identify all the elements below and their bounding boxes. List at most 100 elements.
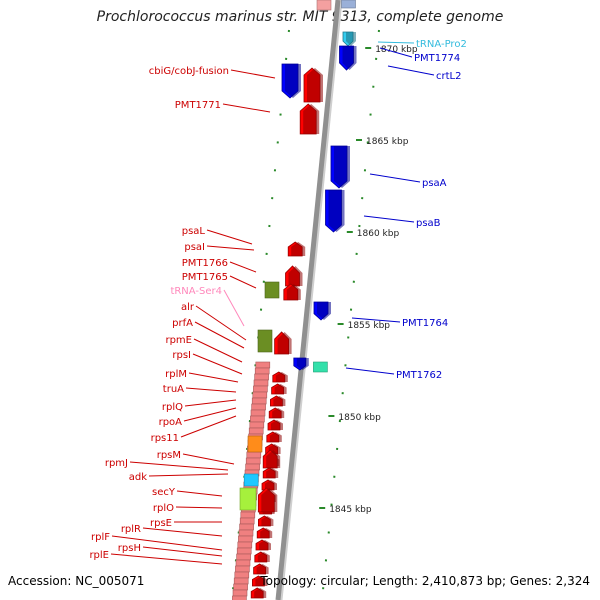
gene-pmt1766-shade <box>288 266 303 286</box>
gene-ribosomal-arrow-shade <box>261 516 274 526</box>
gene-ribosomal-arrow-shade <box>271 420 283 430</box>
gene-secy-lime <box>239 487 257 511</box>
right-label-leader <box>369 173 421 183</box>
gene-ribosomal-arrow-shade <box>275 372 288 382</box>
scale-tick-label: 1845 kbp <box>329 505 372 515</box>
gene-trna-pro2-shade <box>346 32 356 46</box>
left-label-leader <box>194 321 245 349</box>
gene-olive-1 <box>264 281 280 299</box>
left-label-leader <box>142 527 223 537</box>
gene-ribosomal-segment <box>251 403 266 411</box>
left-gene-label: rpsE <box>150 518 172 529</box>
gene-secy-arrow-shade <box>261 488 278 512</box>
map-title: Prochlorococcus marinus str. MIT 9313, c… <box>96 9 504 25</box>
left-gene-label: rpmJ <box>105 458 128 469</box>
gene-pmt1774-shade <box>342 46 357 70</box>
left-gene-label: rpsM <box>157 450 181 461</box>
gene-ribosomal-segment <box>250 415 265 423</box>
left-label-leader <box>110 553 223 565</box>
gene-adk-sky <box>243 473 259 487</box>
right-label-leader <box>379 47 413 58</box>
accession-text: Accession: NC_005071 <box>8 574 145 588</box>
genome-summary-text: Topology: circular; Length: 2,410,873 bp… <box>260 574 590 588</box>
reverse-guide-dashes <box>321 29 380 600</box>
left-label-leader <box>230 69 276 79</box>
left-label-leader <box>180 415 237 438</box>
left-gene-label: PMT1765 <box>182 272 228 283</box>
gene-ribosomal-segment <box>251 397 267 405</box>
right-gene-label: psaA <box>422 178 447 189</box>
gene-ribosomal-arrow-shade <box>256 564 269 574</box>
gene-rpmj-arrow-shade <box>266 450 281 468</box>
left-gene-label: rps11 <box>151 433 179 444</box>
gene-ribosomal-segment <box>255 361 271 369</box>
gene-psal-shade <box>291 242 306 256</box>
gene-pmt1763-shade <box>296 358 309 370</box>
left-gene-label: rplE <box>89 550 109 561</box>
scale-tick-label: 1865 kbp <box>366 137 409 147</box>
left-label-leader <box>148 473 229 477</box>
left-label-leader <box>182 453 235 465</box>
left-label-leader <box>195 305 247 341</box>
gene-ribosomal-segment <box>240 511 256 519</box>
right-gene-label: crtL2 <box>436 71 461 82</box>
left-gene-label: secY <box>152 487 176 498</box>
scale-tick-label: 1860 kbp <box>357 229 400 239</box>
gene-top-forward <box>316 0 332 11</box>
left-label-leader <box>193 338 243 363</box>
left-label-leader <box>184 399 237 407</box>
gene-ribosomal-segment <box>245 457 261 465</box>
left-gene-label: tRNA-Ser4 <box>170 286 222 297</box>
left-label-leader <box>222 103 271 113</box>
left-gene-label: rplF <box>91 532 110 543</box>
left-label-leader <box>188 372 239 383</box>
gene-top-reverse <box>341 0 356 9</box>
gene-ribosomal-segment <box>250 409 266 417</box>
gene-pmt1765-shade <box>286 284 301 300</box>
gene-rpsm-orange <box>247 435 263 453</box>
gene-ribosomal-segment <box>253 379 269 387</box>
left-gene-label: psaL <box>182 226 206 237</box>
scale-tick-label: 1855 kbp <box>348 321 391 331</box>
right-gene-label: PMT1762 <box>396 370 442 381</box>
gene-ribosomal-segment <box>254 373 269 381</box>
left-label-leader <box>129 461 229 471</box>
gene-ribosomal-segment <box>253 385 268 393</box>
gene-ribosomal-arrow-shade <box>259 540 271 550</box>
gene-ribosomal-segment <box>234 571 250 579</box>
left-gene-label: cbiG/cobJ-fusion <box>149 66 229 77</box>
gene-ribosomal-arrow-shade <box>260 528 273 538</box>
gene-ribosomal-segment <box>237 541 253 549</box>
gene-ribosomal-arrow-shade <box>272 408 285 418</box>
left-gene-label: rpsI <box>172 350 191 361</box>
gene-alr-shade <box>277 332 292 354</box>
gene-ribosomal-segment <box>245 463 260 471</box>
gene-ribosomal-arrow-shade <box>255 576 268 586</box>
gene-ribosomal-segment <box>238 535 253 543</box>
gene-pmt1764-shade <box>317 302 331 320</box>
gene-ribosomal-arrow-shade <box>269 432 282 442</box>
left-label-leader <box>111 535 223 551</box>
gene-cbig-cobj-red-shade <box>307 68 323 102</box>
gene-ribosomal-segment <box>238 529 254 537</box>
left-gene-label: rplM <box>165 369 187 380</box>
left-label-leader <box>176 490 223 497</box>
gene-ribosomal-segment <box>232 589 248 597</box>
left-gene-label: psaI <box>184 242 205 253</box>
gene-ribosomal-arrow-shade <box>266 468 279 478</box>
gene-cbig-cobj-fusion-shade <box>285 64 301 98</box>
gene-ribosomal-arrow-shade <box>254 588 267 598</box>
left-label-leader <box>206 245 255 251</box>
left-gene-label: truA <box>163 384 184 395</box>
left-label-leader <box>206 229 253 245</box>
left-label-leader <box>142 546 223 557</box>
gene-ribosomal-segment <box>236 547 252 555</box>
left-gene-label: adk <box>129 472 147 483</box>
left-label-leader <box>183 407 237 422</box>
gene-psaa-shade <box>334 146 350 188</box>
gene-ribosomal-segment <box>249 421 265 429</box>
backbone-shadow <box>279 0 343 600</box>
gene-ribosomal-segment <box>246 451 262 459</box>
left-gene-label: alr <box>181 302 195 313</box>
